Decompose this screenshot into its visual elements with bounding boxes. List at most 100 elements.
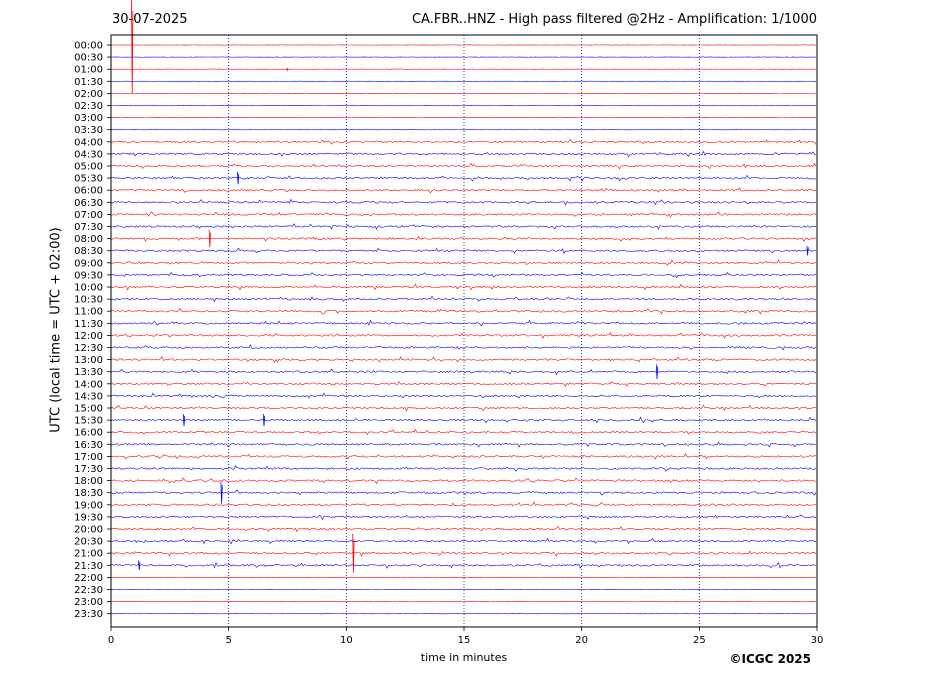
y-tick-label: 11:30 [74,319,103,330]
trace-line [110,198,817,206]
seismic-event-mark [131,0,134,94]
trace-line [110,332,817,339]
y-tick-label: 17:30 [74,464,103,475]
trace-line [110,150,817,158]
y-tick-label: 13:30 [74,367,103,378]
trace-line [110,381,817,387]
y-tick-label: 22:00 [74,573,103,584]
y-tick-label: 15:00 [74,404,103,415]
trace-line [110,162,817,170]
trace-line [110,138,817,145]
x-tick-label: 30 [811,635,824,646]
y-tick-label: 10:00 [74,283,103,294]
y-tick-label: 17:00 [74,452,103,463]
trace-line [110,465,817,472]
plot-frame [110,34,818,628]
trace-line [110,344,817,351]
trace-line [110,441,817,448]
y-tick-label: 07:30 [74,222,103,233]
y-tick-label: 05:00 [74,162,103,173]
y-tick-label: 04:30 [74,149,103,160]
seismic-event-mark [182,413,186,427]
y-tick-label: 04:00 [74,137,103,148]
trace-line [110,356,817,364]
y-tick-label: 03:00 [74,113,103,124]
trace-line [110,223,817,230]
y-tick-label: 18:00 [74,476,103,487]
y-tick-label: 22:30 [74,585,103,596]
y-tick-label: 02:00 [74,89,103,100]
y-tick-label: 08:30 [74,246,103,257]
trace-line [110,235,817,243]
trace-line [110,211,817,218]
trace-line [110,477,817,485]
y-tick-label: 05:30 [74,174,103,185]
trace-line [110,537,817,545]
trace-line [110,514,817,521]
chart-title: CA.FBR..HNZ - High pass filtered @2Hz - … [411,12,817,27]
seismic-event-mark [220,481,223,504]
trace-line [110,525,817,533]
y-tick-label: 19:30 [74,512,103,523]
seismic-event-mark [237,171,240,185]
seismic-event-mark [655,364,659,380]
y-tick-label: 21:30 [74,561,103,572]
x-tick-label: 15 [458,635,471,646]
y-tick-label: 18:30 [74,488,103,499]
x-tick-label: 25 [693,635,706,646]
trace-line [110,271,817,279]
y-tick-label: 01:00 [74,65,103,76]
y-tick-label: 01:30 [74,77,103,88]
trace-line [110,453,817,460]
y-tick-label: 12:00 [74,331,103,342]
y-tick-label: 15:30 [74,416,103,427]
y-tick-label: 06:30 [74,198,103,209]
y-tick-label: 02:30 [74,101,103,112]
y-tick-label: 14:30 [74,391,103,402]
trace-line [110,368,817,376]
y-tick-label: 09:30 [74,270,103,281]
y-tick-label: 20:30 [74,537,103,548]
y-tick-label: 16:30 [74,440,103,451]
x-tick-label: 10 [340,635,353,646]
y-tick-label: 03:30 [74,125,103,136]
trace-line [110,259,817,266]
seismic-event-mark [806,245,809,256]
trace-line [110,392,817,399]
copyright-label: ©ICGC 2025 [729,652,811,666]
y-tick-label: 20:00 [74,525,103,536]
trace-line [110,404,817,412]
y-tick-label: 21:00 [74,549,103,560]
x-tick-label: 0 [108,635,114,646]
seismic-event-mark [138,560,141,571]
y-tick-label: 09:00 [74,258,103,269]
seismic-event-mark [262,413,266,427]
trace-line [110,416,817,424]
seismic-event-mark [286,67,289,72]
y-tick-label: 00:00 [74,41,103,52]
y-tick-label: 19:00 [74,500,103,511]
trace-line [110,174,817,182]
seismic-event-mark [208,230,211,248]
trace-line [110,550,817,557]
chart-date: 30-07-2025 [112,12,188,27]
y-tick-label: 10:30 [74,295,103,306]
y-tick-label: 16:00 [74,428,103,439]
y-tick-label: 23:00 [74,597,103,608]
seismic-event-mark [352,533,355,573]
trace-line [110,561,817,569]
trace-line [110,295,817,303]
y-tick-label: 11:00 [74,307,103,318]
y-tick-label: 23:30 [74,609,103,620]
y-tick-label: 06:00 [74,186,103,197]
y-tick-label: 12:30 [74,343,103,354]
y-tick-label: 00:30 [74,53,103,64]
x-tick-label: 5 [225,635,231,646]
y-tick-label: 13:00 [74,355,103,366]
trace-line [110,283,817,291]
trace-line [110,501,817,507]
y-tick-label: 07:00 [74,210,103,221]
trace-line [110,247,817,255]
trace-line [110,429,817,435]
